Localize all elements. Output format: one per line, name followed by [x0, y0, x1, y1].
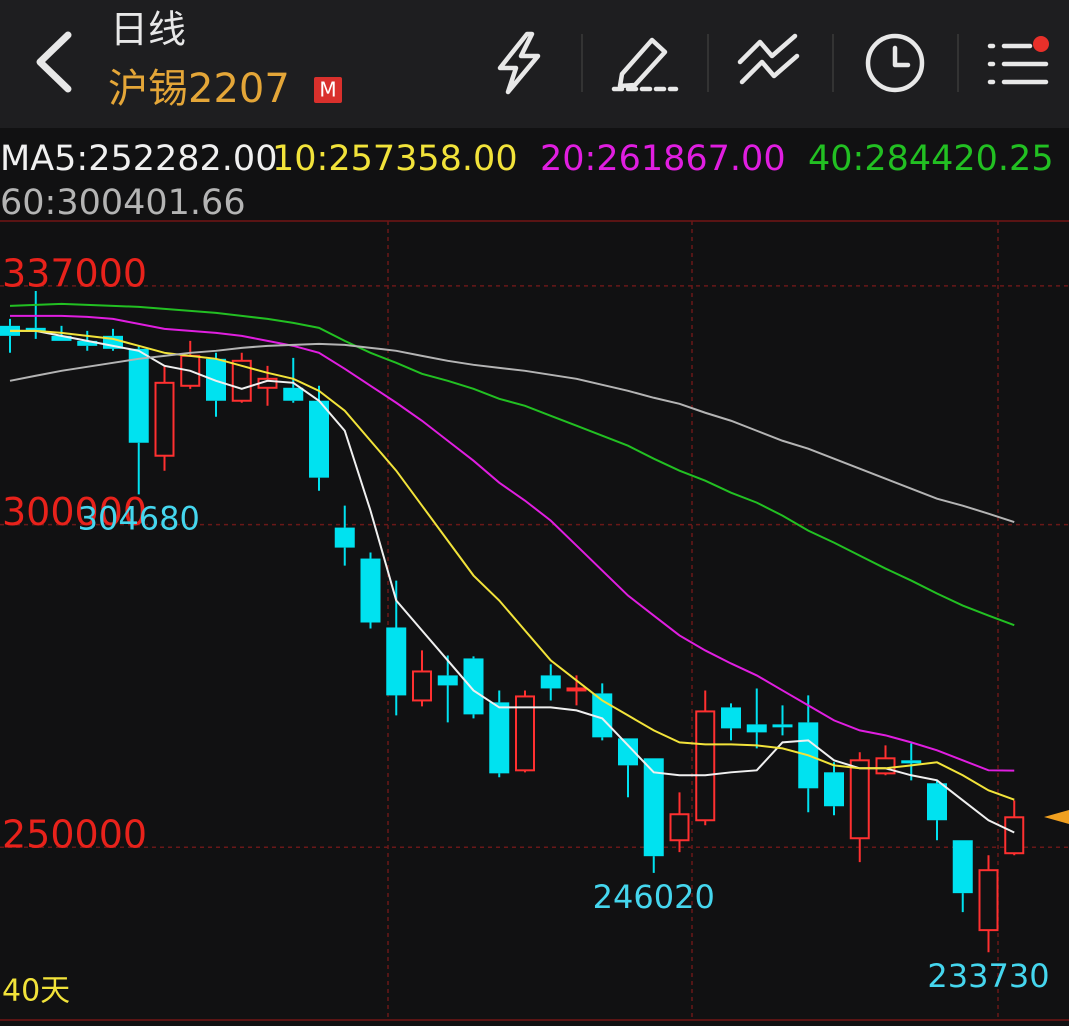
candle-body [746, 724, 767, 733]
draw-icon[interactable] [611, 37, 679, 92]
legend-entry: 10:257358.00 [272, 139, 518, 179]
ma-line [9, 302, 1015, 627]
y-tick-label: 300000 [2, 490, 147, 534]
time-icon[interactable] [865, 33, 925, 93]
header-bar [0, 0, 1069, 128]
candle-body [952, 840, 973, 894]
candle-body [77, 340, 98, 346]
candle-body [515, 695, 535, 772]
y-tick-label: 250000 [2, 813, 147, 857]
back-button[interactable] [36, 31, 72, 93]
candle-body [489, 702, 510, 774]
badge-bg [314, 77, 342, 103]
candle-body [927, 783, 947, 821]
candle-body [618, 738, 638, 766]
legend-entry: 40:284420.25 [808, 139, 1054, 179]
page-title: 日线 [110, 8, 186, 52]
candle-body [643, 758, 664, 857]
notification-dot [1033, 36, 1049, 52]
grid [0, 285, 1069, 848]
badge: M [319, 78, 336, 102]
period-label: 40天 [2, 974, 70, 1009]
ma-line [10, 314, 1015, 772]
candle-body [25, 327, 46, 331]
candle-body [695, 710, 716, 822]
candle-body [386, 627, 407, 696]
candle-body [849, 759, 870, 840]
candle-body [51, 335, 72, 341]
flash-icon[interactable] [497, 31, 541, 95]
candle-body [540, 675, 561, 689]
candle-body [901, 760, 922, 764]
candle-body [412, 670, 432, 702]
indicator-icon[interactable] [737, 33, 800, 85]
candle-body [283, 387, 304, 401]
candle-body [772, 724, 793, 728]
candle-body [128, 348, 149, 443]
candle-body [721, 707, 741, 729]
ma-line [10, 329, 1015, 834]
candle-body [309, 400, 329, 478]
legend-entry: 20:261867.00 [540, 139, 786, 179]
ma-line [9, 342, 1015, 523]
legend-entry: MA5:252282.00 [0, 139, 277, 179]
symbol: 沪锡2207 [108, 66, 290, 112]
candle-body [875, 757, 896, 775]
candle-body [566, 687, 587, 692]
candle-body [1004, 816, 1025, 855]
legend: MA5:252282.00 10:257358.00 20:261867.00 … [0, 139, 1054, 223]
legend-entry: 60:300401.66 [0, 183, 246, 223]
price-marker [1044, 810, 1069, 824]
candle-body [463, 658, 484, 715]
plot [0, 290, 1025, 953]
candle-body [437, 675, 458, 686]
candle-body [669, 813, 690, 842]
menu-icon[interactable] [987, 43, 1049, 85]
candle-body [360, 558, 381, 623]
candle-body [154, 381, 175, 457]
candle-body [334, 527, 355, 548]
labels: 337000 300000 250000 304680 246020 233730 [2, 251, 1050, 995]
candle-body [231, 359, 252, 402]
candle-body [824, 772, 844, 807]
low-annotation: 304680 [78, 499, 200, 537]
y-tick-label: 337000 [2, 251, 147, 295]
low-annotation: 233730 [927, 957, 1049, 995]
candle-body [978, 869, 999, 932]
low-annotation: 246020 [593, 878, 715, 916]
